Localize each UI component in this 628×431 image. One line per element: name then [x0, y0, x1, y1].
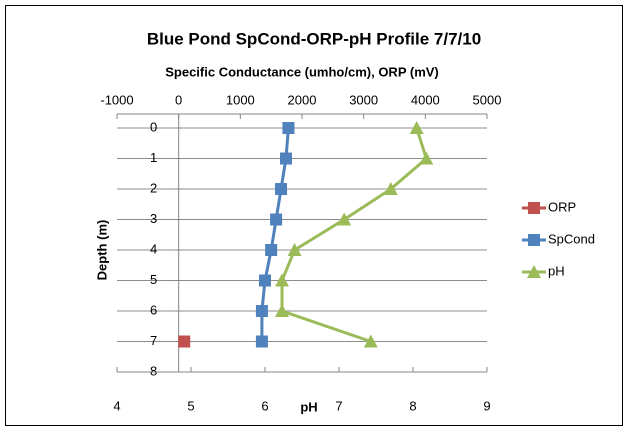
y-tick-label: 2 [150, 180, 157, 195]
y-tick-label: 0 [150, 119, 157, 134]
x-tick-label: 4000 [411, 92, 440, 107]
x-tick-label: 1000 [226, 92, 255, 107]
point [363, 334, 378, 348]
point [275, 273, 290, 287]
x2-tick-label: 4 [113, 398, 120, 413]
x2-tick-label: 7 [335, 398, 342, 413]
point [383, 182, 398, 196]
chart-title: Blue Pond SpCond-ORP-pH Profile 7/7/10 [147, 29, 481, 48]
y-tick-label: 5 [150, 272, 157, 287]
x2-tick-label: 9 [483, 398, 490, 413]
point [178, 335, 191, 348]
y-tick-label: 1 [150, 150, 157, 165]
legend-marker [527, 265, 541, 278]
point [337, 212, 352, 226]
legend-marker [528, 202, 540, 214]
legend-marker [528, 234, 540, 246]
x-tick-label: -1000 [100, 92, 133, 107]
legend-label: pH [548, 263, 565, 278]
x2-axis-title: pH [300, 399, 317, 414]
point [255, 305, 268, 318]
legend-label: SpCond [548, 231, 595, 246]
x2-tick-label: 8 [409, 398, 416, 413]
legend-label: ORP [548, 199, 576, 214]
point [279, 152, 292, 165]
point [275, 183, 288, 196]
x-tick-label: 5000 [473, 92, 502, 107]
y-axis-title: Depth (m) [94, 220, 109, 281]
point [265, 244, 278, 257]
x2-tick-label: 6 [261, 398, 268, 413]
x-tick-label: 0 [175, 92, 182, 107]
y-tick-label: 7 [150, 333, 157, 348]
point [419, 151, 434, 165]
point [282, 122, 295, 135]
y-tick-label: 4 [150, 241, 157, 256]
y-tick-label: 3 [150, 211, 157, 226]
point [409, 121, 424, 135]
x-tick-label: 2000 [288, 92, 317, 107]
point [275, 304, 290, 318]
point [270, 213, 283, 226]
point [255, 335, 268, 348]
x-tick-label: 3000 [349, 92, 378, 107]
x2-tick-label: 5 [187, 398, 194, 413]
chart-border [5, 5, 623, 426]
x-axis-title: Specific Conductance (umho/cm), ORP (mV) [165, 64, 439, 79]
point [259, 274, 271, 287]
y-tick-label: 6 [150, 302, 157, 317]
y-tick-label: 8 [150, 363, 157, 378]
point [287, 243, 302, 257]
